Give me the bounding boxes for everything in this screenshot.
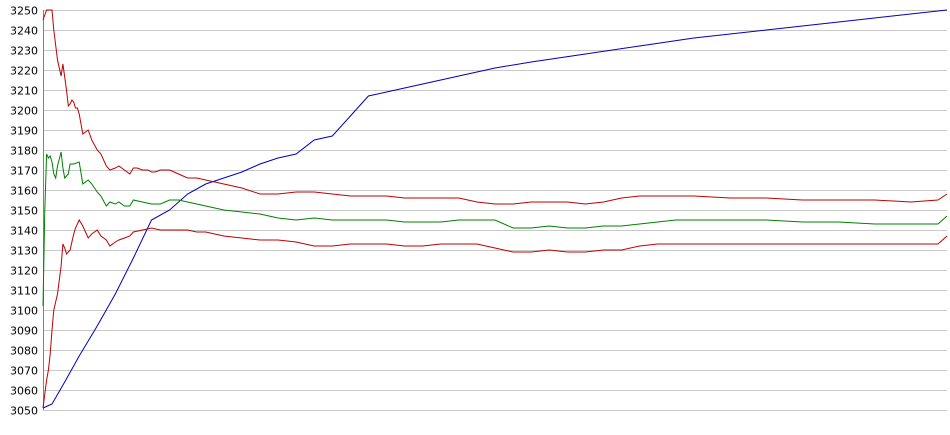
y-tick-label: 3210 (10, 85, 38, 98)
y-tick-label: 3130 (10, 245, 38, 258)
y-tick-label: 3090 (10, 325, 38, 338)
y-tick-label: 3100 (10, 305, 38, 318)
y-tick-label: 3230 (10, 45, 38, 58)
y-tick-label: 3250 (10, 5, 38, 18)
y-tick-label: 3070 (10, 365, 38, 378)
y-tick-label: 3140 (10, 225, 38, 238)
series-lines (42, 9, 948, 409)
y-tick-label: 3110 (10, 285, 38, 298)
y-tick-label: 3220 (10, 65, 38, 78)
y-tick-label: 3080 (10, 345, 38, 358)
y-tick-label: 3120 (10, 265, 38, 278)
series-line-2 (42, 9, 948, 205)
series-line-4 (42, 218, 948, 409)
y-tick-label: 3240 (10, 25, 38, 38)
series-line-3 (42, 151, 948, 307)
y-tick-label: 3190 (10, 125, 38, 138)
y-tick-label: 3170 (10, 165, 38, 178)
series-line-1 (42, 9, 948, 409)
grid-lines (43, 10, 947, 411)
y-tick-label: 3180 (10, 145, 38, 158)
y-tick-label: 3060 (10, 385, 38, 398)
y-tick-label: 3150 (10, 205, 38, 218)
y-tick-label: 3200 (10, 105, 38, 118)
y-axis-tick-labels: 3050 3060 3070 3080 3090 3100 3110 3120 3130 3140… (10, 5, 38, 418)
y-tick-label: 3050 (10, 405, 38, 418)
y-tick-label: 3160 (10, 185, 38, 198)
